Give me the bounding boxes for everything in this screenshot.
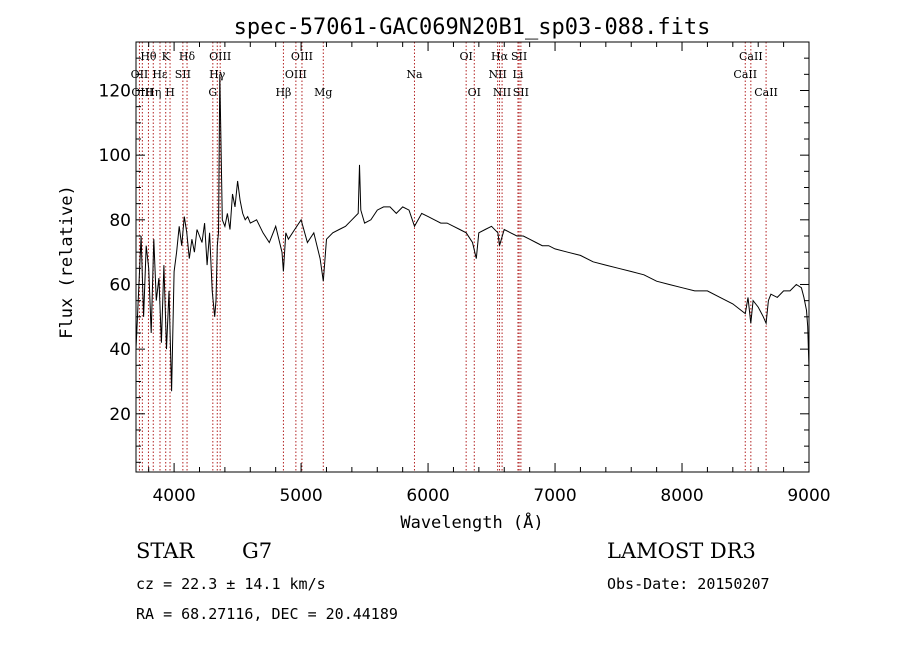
spectral-line-label: Mg	[314, 86, 332, 99]
spectral-line-label: Hε	[152, 68, 168, 81]
spectral-line-label: Hα	[491, 50, 509, 63]
axis-ticks: 4000 5000 6000 7000 8000 9000 20 40 60 80 100 120	[99, 42, 831, 506]
spectral-line-label: CaII	[754, 86, 778, 99]
obs-date: Obs-Date: 20150207	[607, 575, 770, 593]
x-tick-label: 6000	[406, 486, 449, 506]
y-axis-label: Flux (relative)	[57, 185, 77, 339]
redshift-text: cz = 22.3 ± 14.1 km/s	[136, 575, 326, 593]
spectral-line-label: OI	[468, 86, 481, 99]
plot-frame	[135, 41, 810, 473]
spectral-line-label: CaII	[733, 68, 757, 81]
x-tick-label: 5000	[279, 486, 322, 506]
x-tick-label: 8000	[660, 486, 703, 506]
spectral-line-label: OIII	[131, 86, 153, 99]
spectral-line-label: NII	[493, 86, 511, 99]
spectral-line-label: Hβ	[275, 86, 291, 99]
spectrum-series-line	[135, 74, 810, 392]
spectral-line-label: SII	[513, 86, 529, 99]
spectral-line-markers	[138, 42, 767, 472]
x-tick-label: 9000	[787, 486, 830, 506]
x-tick-label: 4000	[152, 486, 195, 506]
y-tick-label: 40	[109, 340, 131, 360]
spectral-line-label: CaII	[739, 50, 763, 63]
x-axis-label: Wavelength (Å)	[400, 511, 543, 533]
y-tick-label: 100	[99, 146, 131, 166]
spectral-line-label: OIII	[291, 50, 313, 63]
spectral-line-label: Hη	[145, 86, 161, 99]
spectral-line-label: OIII	[285, 68, 307, 81]
spectral-line-label: H	[165, 86, 175, 99]
spectral-line-label: G	[208, 86, 217, 99]
spectral-line-label: OIII	[209, 50, 231, 63]
y-tick-label: 20	[109, 405, 131, 425]
spectral-line-label: NII	[488, 68, 506, 81]
spectral-line-label: K	[162, 50, 171, 63]
spectral-line-label: Li	[513, 68, 524, 81]
y-tick-label: 60	[109, 275, 131, 295]
survey-name: LAMOST DR3	[607, 539, 756, 563]
object-class: STAR	[136, 539, 195, 563]
spectral-line-label: OI	[459, 50, 472, 63]
x-tick-label: 7000	[533, 486, 576, 506]
spectral-line-label: Hγ	[209, 68, 226, 81]
spectral-line-label: Hθ	[140, 50, 157, 63]
spectral-line-label: SII	[175, 68, 191, 81]
coordinates: RA = 68.27116, DEC = 20.44189	[136, 605, 398, 623]
y-tick-label: 120	[99, 81, 131, 101]
spectral-line-label: Na	[406, 68, 423, 81]
chart-title: spec-57061-GAC069N20B1_sp03-088.fits	[234, 15, 711, 40]
spectral-line-label: SII	[511, 50, 527, 63]
object-subclass: G7	[242, 539, 272, 563]
y-tick-label: 80	[109, 211, 131, 231]
spectral-line-label: Hδ	[179, 50, 196, 63]
